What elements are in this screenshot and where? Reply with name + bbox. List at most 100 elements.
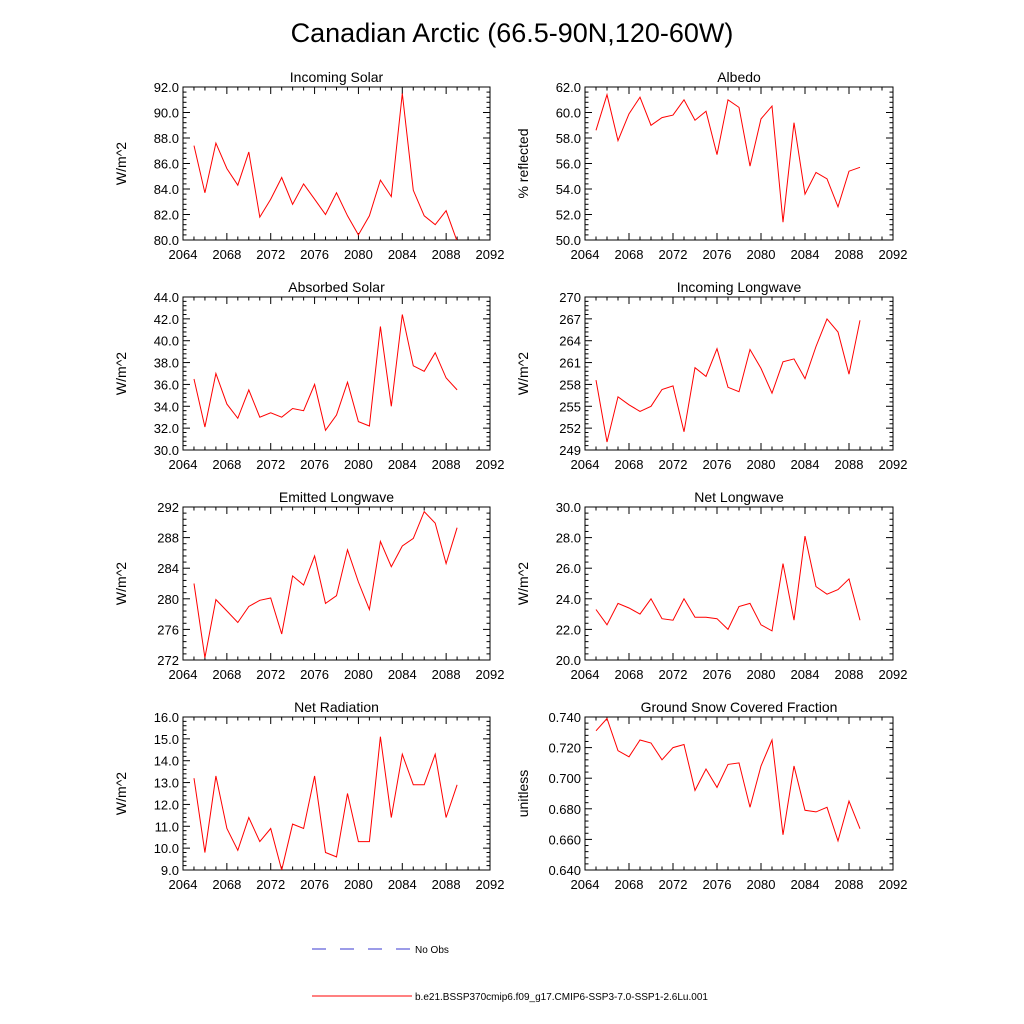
y-tick-label: 261 bbox=[559, 356, 581, 371]
y-tick-label: 284 bbox=[157, 561, 179, 576]
x-tick-label: 2092 bbox=[476, 457, 505, 472]
panel-title: Incoming Longwave bbox=[677, 279, 802, 295]
x-tick-label: 2068 bbox=[615, 247, 644, 262]
y-tick-label: 50.0 bbox=[556, 233, 581, 248]
x-tick-label: 2064 bbox=[169, 877, 198, 892]
x-tick-label: 2072 bbox=[256, 457, 285, 472]
panel-title: Incoming Solar bbox=[290, 69, 384, 85]
y-tick-label: 288 bbox=[157, 531, 179, 546]
y-tick-label: 58.0 bbox=[556, 131, 581, 146]
y-tick-label: 34.0 bbox=[154, 399, 179, 414]
x-tick-label: 2080 bbox=[747, 457, 776, 472]
x-tick-label: 2072 bbox=[659, 877, 688, 892]
y-tick-label: 44.0 bbox=[154, 290, 179, 305]
y-tick-label: 40.0 bbox=[154, 334, 179, 349]
y-tick-label: 42.0 bbox=[154, 312, 179, 327]
x-tick-label: 2084 bbox=[388, 247, 417, 262]
x-tick-label: 2064 bbox=[571, 877, 600, 892]
x-tick-label: 2080 bbox=[344, 457, 373, 472]
x-tick-label: 2064 bbox=[169, 457, 198, 472]
y-tick-label: 60.0 bbox=[556, 106, 581, 121]
x-tick-label: 2076 bbox=[300, 667, 329, 682]
x-tick-label: 2076 bbox=[300, 247, 329, 262]
y-tick-label: 32.0 bbox=[154, 421, 179, 436]
y-tick-label: 14.0 bbox=[154, 754, 179, 769]
x-tick-label: 2084 bbox=[388, 457, 417, 472]
panel-3: 2064 2068 2072 2076 2080 2084 2088 2092 249 252 25… bbox=[515, 279, 907, 472]
y-tick-label: 88.0 bbox=[154, 131, 179, 146]
series-line bbox=[193, 93, 458, 240]
y-tick-label: 280 bbox=[157, 592, 179, 607]
x-tick-label: 2080 bbox=[344, 877, 373, 892]
x-tick-label: 2092 bbox=[879, 877, 908, 892]
y-tick-label: 24.0 bbox=[556, 592, 581, 607]
y-tick-label: 267 bbox=[559, 312, 581, 327]
y-tick-label: 13.0 bbox=[154, 776, 179, 791]
y-tick-label: 54.0 bbox=[556, 182, 581, 197]
y-axis-label: W/m^2 bbox=[113, 772, 129, 815]
y-tick-label: 264 bbox=[559, 334, 581, 349]
panel-7: 2064 2068 2072 2076 2080 2084 2088 2092 0.640 0.6… bbox=[515, 699, 907, 892]
panel-title: Absorbed Solar bbox=[288, 279, 385, 295]
x-tick-label: 2076 bbox=[703, 877, 732, 892]
series-line bbox=[595, 92, 861, 223]
y-axis-label: % reflected bbox=[515, 128, 531, 198]
x-tick-label: 2068 bbox=[212, 667, 241, 682]
y-tick-label: 28.0 bbox=[556, 531, 581, 546]
x-tick-label: 2084 bbox=[791, 457, 820, 472]
y-tick-label: 80.0 bbox=[154, 233, 179, 248]
x-tick-label: 2064 bbox=[169, 667, 198, 682]
y-tick-label: 36.0 bbox=[154, 377, 179, 392]
y-tick-label: 22.0 bbox=[556, 622, 581, 637]
y-tick-label: 272 bbox=[157, 653, 179, 668]
legend-obs-label: No Obs bbox=[415, 945, 449, 956]
panel-2: 2064 2068 2072 2076 2080 2084 2088 2092 30.0 32.0… bbox=[113, 279, 504, 472]
y-tick-label: 270 bbox=[559, 290, 581, 305]
y-axis-label: W/m^2 bbox=[113, 562, 129, 605]
panel-5: 2064 2068 2072 2076 2080 2084 2088 2092 20.0 22.0… bbox=[515, 489, 907, 682]
x-tick-label: 2088 bbox=[835, 247, 864, 262]
x-tick-label: 2064 bbox=[571, 457, 600, 472]
y-tick-label: 252 bbox=[559, 421, 581, 436]
x-tick-label: 2088 bbox=[835, 457, 864, 472]
x-tick-label: 2072 bbox=[256, 667, 285, 682]
x-tick-label: 2084 bbox=[388, 877, 417, 892]
x-tick-label: 2076 bbox=[703, 457, 732, 472]
x-tick-label: 2068 bbox=[615, 667, 644, 682]
series-line bbox=[193, 510, 458, 658]
y-tick-label: 0.660 bbox=[548, 832, 581, 847]
y-tick-label: 0.740 bbox=[548, 710, 581, 725]
x-tick-label: 2068 bbox=[212, 457, 241, 472]
x-tick-label: 2088 bbox=[835, 667, 864, 682]
x-tick-label: 2072 bbox=[659, 667, 688, 682]
plot-frame bbox=[182, 506, 491, 661]
x-tick-label: 2080 bbox=[344, 247, 373, 262]
y-tick-label: 0.720 bbox=[548, 741, 581, 756]
x-tick-label: 2092 bbox=[879, 667, 908, 682]
x-tick-label: 2076 bbox=[300, 457, 329, 472]
panel-4: 2064 2068 2072 2076 2080 2084 2088 2092 272 276 28… bbox=[113, 489, 504, 682]
x-tick-label: 2088 bbox=[432, 247, 461, 262]
series-line bbox=[193, 314, 458, 432]
x-tick-label: 2092 bbox=[476, 247, 505, 262]
plot-frame bbox=[584, 506, 894, 661]
x-tick-label: 2076 bbox=[703, 247, 732, 262]
y-axis-label: W/m^2 bbox=[113, 142, 129, 185]
x-tick-label: 2068 bbox=[615, 457, 644, 472]
figure-title: Canadian Arctic (66.5-90N,120-60W) bbox=[291, 18, 734, 48]
y-tick-label: 52.0 bbox=[556, 208, 581, 223]
y-axis-label: W/m^2 bbox=[113, 352, 129, 395]
x-tick-label: 2064 bbox=[571, 247, 600, 262]
x-tick-label: 2088 bbox=[835, 877, 864, 892]
plot-frame bbox=[182, 716, 491, 871]
x-tick-label: 2088 bbox=[432, 877, 461, 892]
panel-title: Ground Snow Covered Fraction bbox=[641, 699, 838, 715]
y-tick-label: 82.0 bbox=[154, 208, 179, 223]
x-tick-label: 2072 bbox=[659, 247, 688, 262]
x-tick-label: 2072 bbox=[659, 457, 688, 472]
x-tick-label: 2064 bbox=[571, 667, 600, 682]
x-tick-label: 2092 bbox=[879, 247, 908, 262]
y-axis-label: unitless bbox=[515, 770, 531, 817]
y-tick-label: 292 bbox=[157, 500, 179, 515]
